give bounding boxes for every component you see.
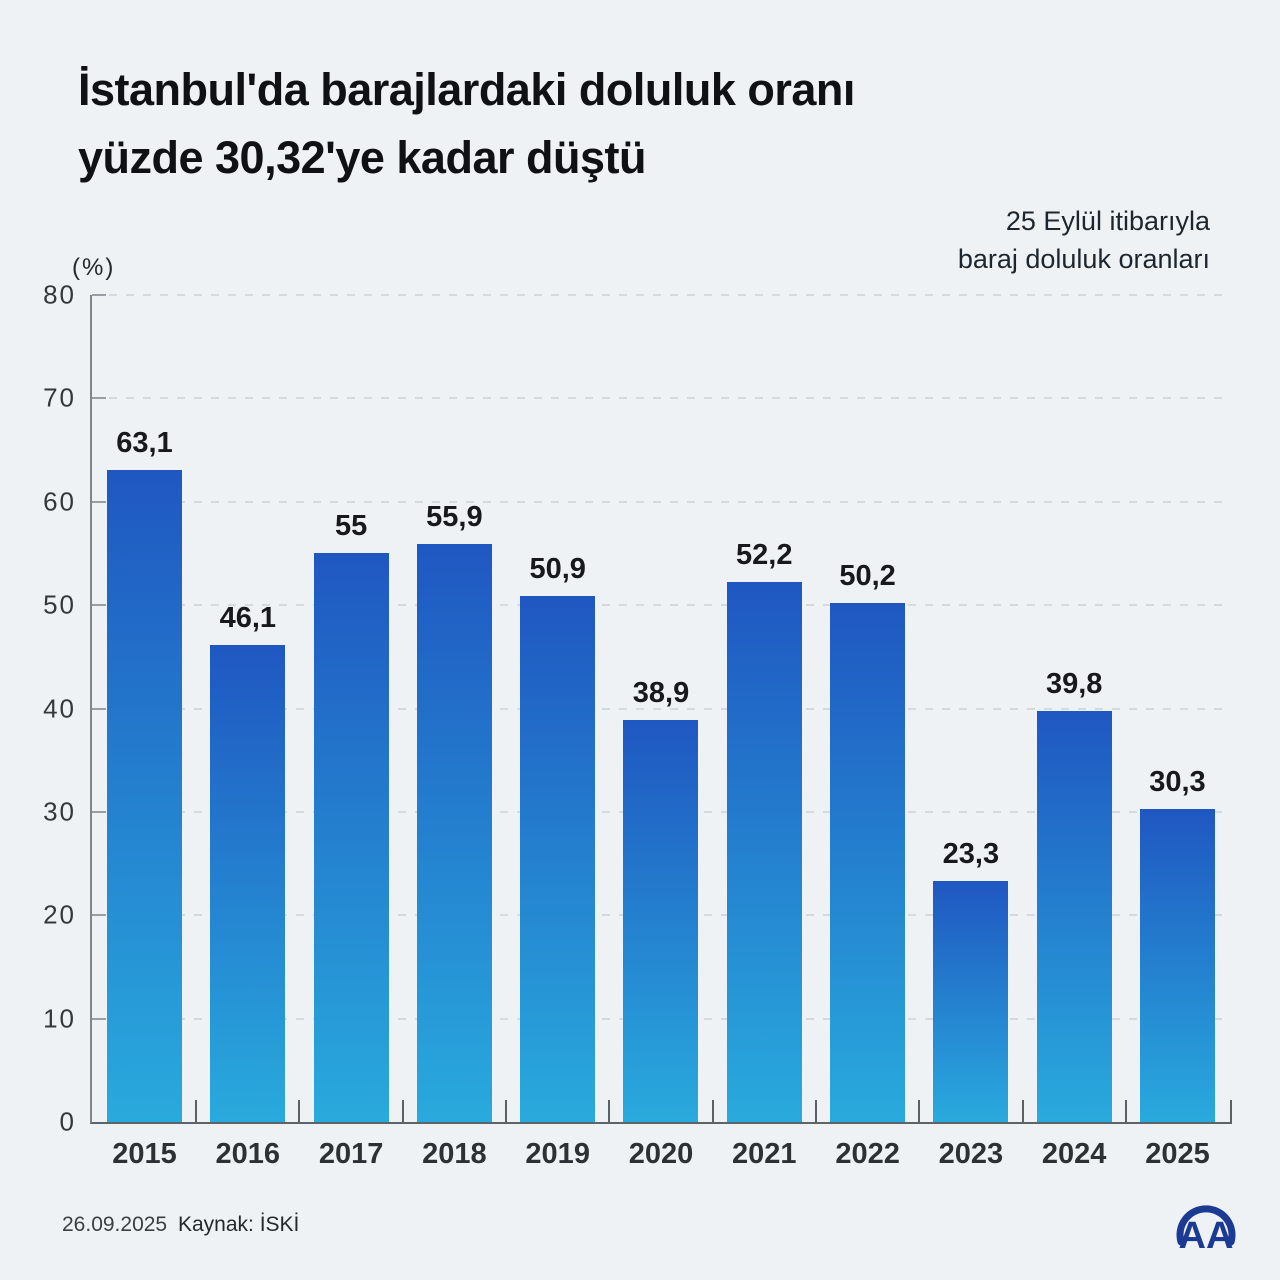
bar-value-label-2024: 39,8 — [1045, 667, 1103, 700]
gridline-70 — [92, 397, 1224, 400]
bar-2024: 39,8 2024 — [1036, 668, 1112, 1170]
x-axis-tick-2 — [298, 1100, 301, 1122]
y-axis-label-10: 10 — [43, 1003, 76, 1034]
y-axis-tick-50 — [92, 604, 106, 607]
footer-source: Kaynak: İSKİ — [178, 1213, 300, 1236]
y-axis-label-40: 40 — [43, 693, 76, 723]
gridline-50 — [92, 604, 1224, 607]
y-axis-tick-30 — [92, 810, 106, 813]
gridline-40 — [92, 707, 1224, 710]
bar-2016: 46,1 2016 — [210, 602, 286, 1170]
x-axis-tick-4 — [505, 1100, 508, 1122]
aa-logo-graphic: AA — [1176, 1205, 1236, 1257]
y-axis-tick-10 — [92, 1017, 106, 1020]
y-axis-tick-80 — [92, 294, 106, 296]
bar-value-label-2015: 63,1 — [116, 426, 173, 459]
bars-row: 63,1 2015 46,1 2016 55 2017 55,9 2018 50,9 2019 38… — [107, 295, 1215, 1170]
x-axis-tick-7 — [814, 1100, 817, 1122]
bar-value-label-2017: 55 — [334, 510, 368, 543]
bar-value-label-2019: 50,9 — [529, 552, 586, 585]
x-axis-tick-1 — [195, 1100, 198, 1122]
x-axis-label-2019: 2019 — [525, 1138, 590, 1170]
x-axis-label-2017: 2017 — [318, 1138, 384, 1170]
bar-2022: 50,2 2022 — [830, 560, 906, 1170]
chart-subtitle-line2: baraj doluluk oranları — [957, 244, 1210, 274]
page-title-line1: İstanbul'da barajlardaki doluluk oranı — [78, 64, 855, 115]
bar-2023: 23,3 2023 — [933, 838, 1009, 1170]
x-axis-tick-5 — [608, 1100, 611, 1122]
bar-2020: 38,9 2020 — [623, 677, 699, 1170]
bar-value-label-2025: 30,3 — [1149, 765, 1206, 798]
bar-2018: 55,9 2018 — [416, 501, 492, 1170]
x-axis-tick-3 — [401, 1100, 404, 1122]
x-axis-label-2023: 2023 — [938, 1138, 1004, 1170]
x-axis-tick-6 — [711, 1100, 714, 1122]
x-axis-label-2022: 2022 — [835, 1138, 900, 1170]
x-axis-label-2024: 2024 — [1041, 1138, 1107, 1170]
chart-subtitle: 25 Eylül itibarıyla baraj doluluk oranla… — [958, 202, 1210, 278]
y-axis-label-20: 20 — [43, 899, 76, 930]
page-title-line2: yüzde 30,32'ye kadar düştü — [78, 132, 646, 183]
bar-2019: 50,9 2019 — [520, 553, 596, 1170]
x-axis-label-2025: 2025 — [1145, 1138, 1210, 1170]
bar-2015: 63,1 2015 — [107, 427, 182, 1170]
aa-logo: AA — [1166, 1190, 1246, 1257]
y-axis-tick-60 — [92, 500, 106, 503]
y-axis-label-70: 70 — [43, 382, 76, 413]
x-axis-tick-8 — [918, 1100, 921, 1122]
bar-2025: 30,3 2025 — [1139, 766, 1215, 1170]
x-axis-tick-end — [1230, 1100, 1232, 1122]
page-title: İstanbul'da barajlardaki doluluk oranı y… — [78, 56, 855, 192]
bar-value-label-2018: 55,9 — [426, 501, 483, 534]
gridline-80 — [92, 294, 1224, 296]
bar-value-label-2022: 50,2 — [839, 560, 896, 593]
x-axis-tick-10 — [1124, 1100, 1127, 1122]
y-axis-tick-40 — [92, 707, 106, 710]
plot-area: 0 10 20 30 40 50 60 70 80 63,1 2015 46,1 2016 55 2017 5… — [43, 280, 1232, 1170]
aa-logo-letters: AA — [1179, 1215, 1234, 1256]
aa-logo-arc — [1176, 1205, 1236, 1246]
y-axis-tick-70 — [92, 397, 106, 400]
x-axis-label-2015: 2015 — [112, 1138, 177, 1170]
bar-value-label-2020: 38,9 — [632, 676, 690, 709]
y-axis-label-50: 50 — [43, 589, 76, 620]
x-axis-label-2016: 2016 — [215, 1138, 281, 1170]
x-axis-label-2020: 2020 — [628, 1138, 694, 1170]
y-axis-label-0: 0 — [59, 1106, 76, 1137]
x-axis-label-2018: 2018 — [422, 1138, 487, 1170]
bar-2021: 52,2 2021 — [726, 539, 802, 1170]
gridline-60 — [92, 500, 1224, 503]
y-axis-tick-20 — [92, 914, 106, 917]
y-axis-label-60: 60 — [43, 486, 76, 517]
x-axis-tick-9 — [1021, 1100, 1024, 1122]
chart-subtitle-line1: 25 Eylül itibarıyla — [1005, 206, 1210, 236]
y-axis-label-80: 80 — [43, 279, 76, 310]
bar-2017: 55 2017 — [313, 510, 389, 1170]
bar-value-label-2016: 46,1 — [219, 602, 277, 635]
bar-value-label-2023: 23,3 — [942, 838, 1000, 871]
y-axis-label-30: 30 — [43, 796, 76, 827]
bar-value-label-2021: 52,2 — [736, 539, 793, 572]
footer-date: 26.09.2025 — [62, 1213, 168, 1236]
y-axis-unit-label: (%) — [72, 254, 116, 281]
x-axis-label-2021: 2021 — [732, 1138, 797, 1170]
